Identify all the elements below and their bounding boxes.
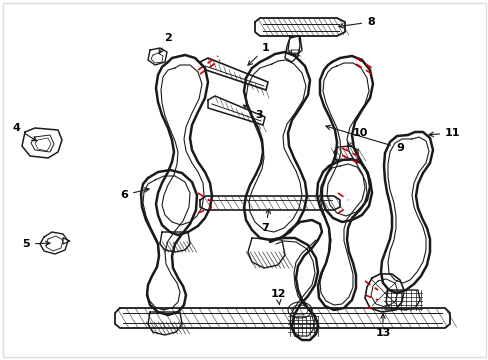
Text: 10: 10	[347, 128, 367, 147]
Text: 2: 2	[159, 33, 171, 54]
Text: 8: 8	[338, 17, 374, 28]
Text: 5: 5	[22, 239, 50, 249]
Text: 3: 3	[243, 105, 262, 120]
Text: 4: 4	[12, 123, 37, 141]
Text: 1: 1	[247, 43, 269, 65]
Text: 12: 12	[270, 289, 285, 305]
Text: 7: 7	[261, 209, 270, 233]
Text: 13: 13	[375, 314, 390, 338]
Text: 9: 9	[325, 125, 403, 153]
Text: 6: 6	[120, 188, 149, 200]
Text: 11: 11	[428, 128, 460, 138]
